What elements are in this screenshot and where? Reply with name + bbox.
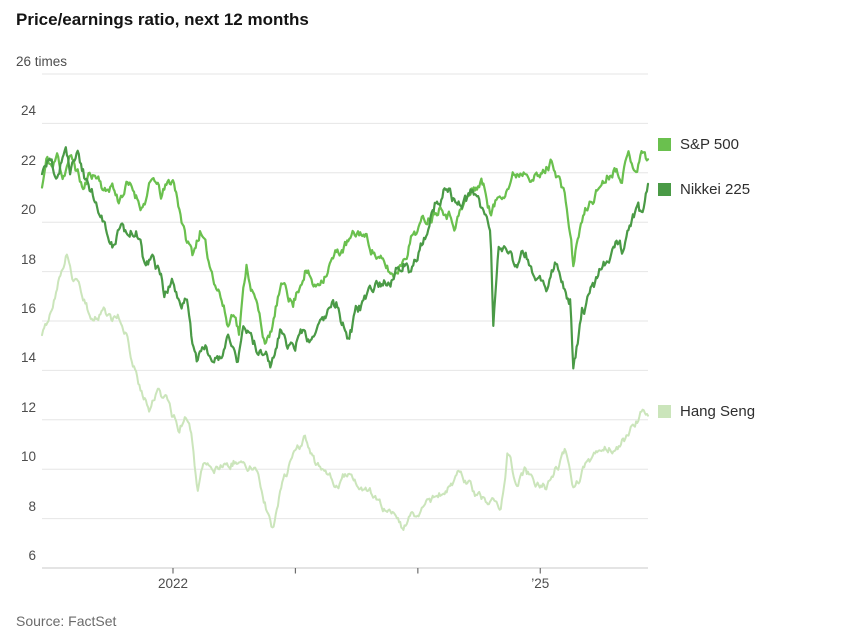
legend-label-hangseng: Hang Seng [680, 403, 756, 420]
y-axis-tick-label: 18 [20, 251, 36, 267]
legend-label-sp500: S&P 500 [680, 136, 739, 153]
legend-label-nikkei225: Nikkei 225 [680, 181, 751, 198]
y-axis-tick-label: 8 [28, 498, 36, 514]
legend-swatch-nikkei225 [658, 183, 671, 196]
legend-item-sp500: S&P 500 [658, 136, 739, 153]
y-axis-tick-label: 10 [20, 449, 36, 465]
legend-swatch-sp500 [658, 138, 671, 151]
x-axis-tick-label: 2022 [157, 576, 188, 591]
y-axis-tick-label: 6 [28, 548, 36, 563]
series-line-hangseng [41, 253, 649, 531]
source-note: Source: FactSet [16, 613, 117, 629]
series-line-sp500 [40, 150, 650, 345]
y-axis-tick-label: 20 [20, 202, 36, 218]
chart-title: Price/earnings ratio, next 12 months [16, 10, 309, 29]
y-axis-tick-label: 22 [20, 152, 36, 168]
y-axis-tick-label: 24 [20, 103, 36, 119]
x-axis-tick-label: ’25 [531, 576, 550, 591]
y-axis-tick-label: 26 times [16, 54, 68, 69]
y-axis-tick-label: 16 [20, 301, 36, 316]
y-axis-tick-label: 12 [20, 399, 36, 415]
series-line-nikkei225 [40, 146, 650, 370]
legend-swatch-hangseng [658, 405, 671, 418]
legend-item-nikkei225: Nikkei 225 [658, 181, 750, 198]
legend-item-hangseng: Hang Seng [658, 403, 755, 420]
y-axis-tick-label: 14 [20, 350, 36, 366]
